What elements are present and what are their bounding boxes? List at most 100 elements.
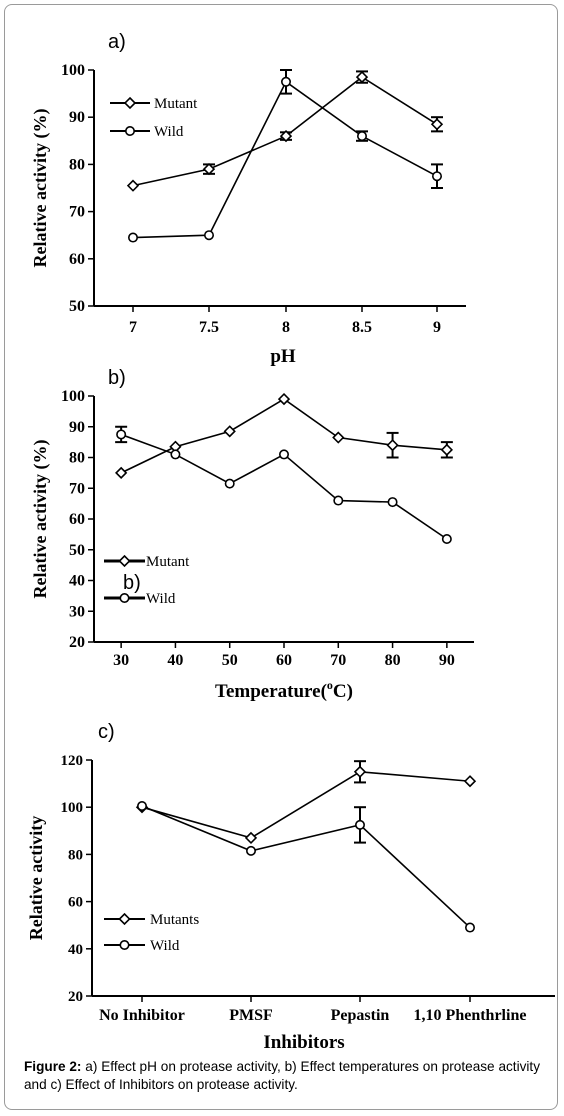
data-point [137,801,148,812]
legend-marker [125,126,136,137]
x-tick-label: 90 [439,652,455,669]
y-tick-label: 90 [69,109,85,126]
y-tick-label: 80 [69,450,85,467]
series-mutant [126,70,444,192]
x-tick-label: 70 [330,652,346,669]
y-tick-label: 50 [69,298,85,315]
y-tick-label: 70 [69,204,85,221]
legend-marker [123,96,137,110]
y-tick-label: 100 [61,62,85,79]
data-point [277,392,291,406]
x-tick-label: 1,10 Phenthrline [414,1007,527,1024]
y-tick-label: 60 [69,511,85,528]
panel-overlay-label: b) [123,572,141,594]
legend-label: Wild [146,591,176,607]
data-point [441,533,452,544]
y-axis-label: Relative activity [26,816,46,940]
x-tick-label: No Inhibitor [99,1007,185,1024]
data-point [278,449,289,460]
panel-label: b) [108,367,126,389]
y-tick-label: 20 [68,989,83,1005]
data-point [354,819,365,830]
x-axis-label-unit: C) [333,681,353,702]
x-tick-label: 50 [222,652,238,669]
x-tick-label: 8 [282,319,290,336]
y-axis-label: Relative activity (%) [30,109,51,268]
x-axis-label-main: Temperature( [215,681,327,702]
legend-label: Mutant [154,96,198,112]
y-tick-label: 50 [69,542,85,559]
legend-marker [119,939,130,950]
x-tick-label: 7.5 [199,319,219,336]
x-tick-label: 40 [167,652,183,669]
legend-label: Wild [150,938,180,954]
figure-frame [4,4,558,1110]
data-point [355,70,369,84]
x-tick-label: 80 [385,652,401,669]
data-point [246,845,257,856]
data-point [463,775,477,788]
chart-panel-3: 20 40 60 80 100 120 No Inhibitor PMSF Pepastin 1,… [26,721,555,1053]
y-tick-label: 100 [61,800,84,816]
data-point [116,429,127,440]
data-point [356,131,367,142]
x-tick-label: Pepastin [331,1007,390,1024]
x-axis-label: Inhibitors [263,1032,344,1053]
x-tick-label: 7 [129,319,137,336]
data-point [431,171,442,182]
caption-label: Figure 2: [24,1059,82,1074]
legend-label: Wild [154,124,184,140]
legend-label: Mutants [150,912,199,928]
data-point [386,439,399,452]
figure-caption: Figure 2: a) Effect pH on protease activ… [24,1058,540,1094]
data-point [223,425,236,438]
data-point [332,431,345,444]
y-tick-label: 80 [69,156,85,173]
y-axis-label: Relative activity (%) [30,440,51,599]
series-mutant [115,392,453,480]
data-point [126,179,140,192]
data-point [244,831,258,845]
y-tick-label: 120 [61,753,84,769]
y-tick-label: 40 [69,573,85,590]
data-point [353,765,367,778]
x-tick-label: 30 [113,652,129,669]
series-wild [137,801,475,933]
y-tick-label: 60 [68,895,83,911]
legend-label: Mutant [146,554,190,570]
data-point [279,129,293,143]
y-tick-label: 40 [68,942,83,958]
legend: Mutants Wild [104,912,199,954]
x-tick-label: 60 [276,652,292,669]
series-line [141,770,471,839]
x-axis-label: Temperature(oC) [215,678,353,702]
data-point [464,922,475,933]
x-axis-label: pH [270,346,296,367]
series-line [120,398,447,474]
y-tick-label: 20 [69,634,85,651]
panel-label: a) [108,31,126,53]
y-tick-label: 70 [69,480,85,497]
series-wild [115,425,452,544]
legend-marker [119,592,130,603]
x-axis-label-superscript: o [327,678,333,692]
x-tick-label: 8.5 [352,319,372,336]
caption-text: a) Effect pH on protease activity, b) Ef… [24,1059,540,1092]
data-point [204,230,215,241]
data-point [128,232,139,243]
chart-panel-2: 20 30 40 50 60 70 80 90 100 30 40 50 60 70 80 90 Mutant W… [30,367,474,702]
legend: Mutant Wild [110,96,198,140]
data-point [333,495,344,506]
x-tick-label: PMSF [229,1007,273,1024]
chart-panel-1: 50 60 70 80 90 100 7 7.5 8 8.5 9 Mutant Wild a) Relati… [30,31,466,367]
legend: Mutant Wild [104,554,190,607]
y-tick-label: 30 [69,603,85,620]
data-point [280,76,291,87]
y-tick-label: 100 [61,388,85,405]
data-point [387,497,398,508]
x-tick-label: 9 [433,319,441,336]
y-tick-label: 60 [69,251,85,268]
series-line [141,805,471,929]
legend-marker [118,912,131,926]
